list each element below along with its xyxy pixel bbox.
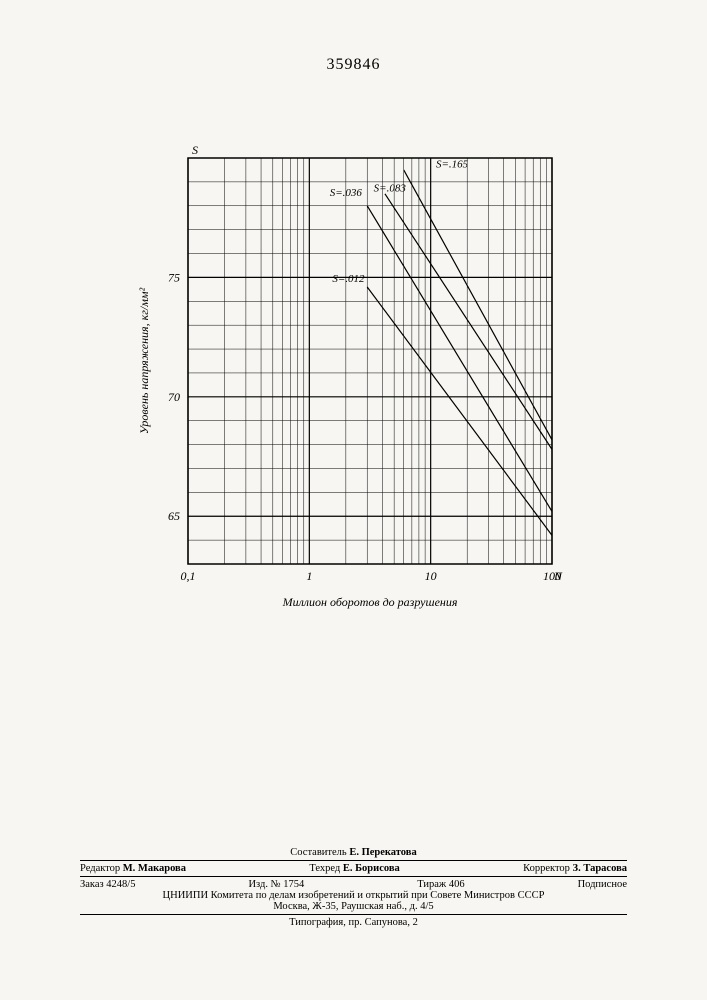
svg-text:65: 65 [168, 509, 180, 523]
subscription-cell: Подписное [578, 879, 627, 890]
corrector-cell: Корректор З. Тарасова [523, 863, 627, 874]
order-block: Заказ 4248/5 Изд. № 1754 Тираж 406 Подпи… [80, 876, 627, 914]
svg-text:Уровень напряжения, кг/мм²: Уровень напряжения, кг/мм² [137, 287, 151, 434]
svg-text:1: 1 [306, 569, 312, 583]
corrector-prefix: Корректор [523, 863, 572, 874]
svg-text:10: 10 [425, 569, 437, 583]
compiler-prefix: Составитель [290, 847, 349, 858]
order-cell: Заказ 4248/5 [80, 879, 135, 890]
svg-text:N: N [553, 569, 563, 583]
svg-text:S: S [192, 143, 198, 157]
svg-text:S=.083: S=.083 [374, 182, 407, 194]
corrector-name: З. Тарасова [573, 863, 627, 874]
issue-no: 1754 [283, 879, 304, 890]
svg-text:S=.165: S=.165 [436, 159, 469, 171]
techred-cell: Техред Е. Борисова [309, 863, 399, 874]
issue-cell: Изд. № 1754 [248, 879, 304, 890]
svg-text:S=.012: S=.012 [332, 273, 365, 285]
compiler-line: Составитель Е. Перекатова [80, 845, 627, 860]
issue-prefix: Изд. № [248, 879, 283, 890]
svg-text:70: 70 [168, 390, 180, 404]
svg-text:Миллион оборотов до разрушения: Миллион оборотов до разрушения [282, 595, 458, 609]
sn-fatigue-chart: 6570750,1110100SNS=.012S=.036S=.083S=.16… [130, 140, 570, 620]
techred-prefix: Техред [309, 863, 343, 874]
techred-name: Е. Борисова [343, 863, 400, 874]
printrun-prefix: Тираж [417, 879, 449, 890]
svg-text:0,1: 0,1 [181, 569, 196, 583]
org-line-1: ЦНИИПИ Комитета по делам изобретений и о… [80, 890, 627, 901]
typography-line: Типография, пр. Сапунова, 2 [80, 914, 627, 930]
printrun-no: 406 [449, 879, 465, 890]
patent-number: 359846 [0, 56, 707, 74]
editor-cell: Редактор М. Макарова [80, 863, 186, 874]
order-prefix: Заказ [80, 879, 106, 890]
printrun-cell: Тираж 406 [417, 879, 464, 890]
patent-page: 359846 6570750,1110100SNS=.012S=.036S=.0… [0, 0, 707, 1000]
svg-text:75: 75 [168, 270, 180, 284]
editor-prefix: Редактор [80, 863, 123, 874]
order-no: 4248/5 [106, 879, 135, 890]
editors-line: Редактор М. Макарова Техред Е. Борисова … [80, 860, 627, 876]
imprint-footer: Составитель Е. Перекатова Редактор М. Ма… [80, 845, 627, 930]
compiler-name: Е. Перекатова [349, 847, 416, 858]
org-line-2: Москва, Ж-35, Раушская наб., д. 4/5 [80, 901, 627, 912]
editor-name: М. Макарова [123, 863, 186, 874]
svg-text:S=.036: S=.036 [330, 187, 363, 199]
